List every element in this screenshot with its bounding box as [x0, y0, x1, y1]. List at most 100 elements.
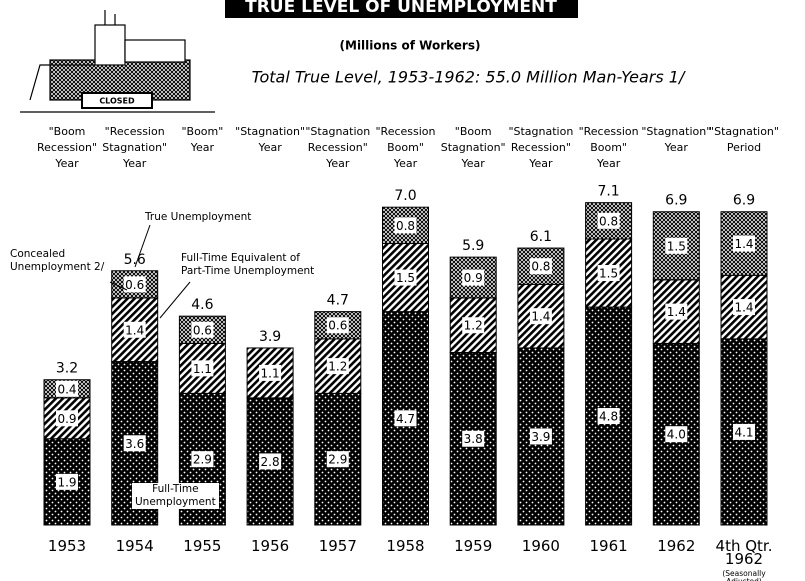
value-label: 1.1 — [261, 366, 280, 380]
x-tick-label: 1955 — [183, 537, 222, 555]
value-label-box — [597, 265, 620, 282]
value-label: 2.9 — [328, 453, 347, 467]
value-label-box — [123, 435, 146, 452]
bar-segment — [517, 347, 565, 526]
value-label-box — [394, 269, 417, 286]
x-tick-label: 1953 — [47, 537, 87, 555]
annotation: True Unemployment — [145, 211, 252, 223]
value-label-box — [191, 360, 214, 377]
bar-description: "Boom Stagnation" Year — [440, 125, 506, 170]
value-label: 1.2 — [464, 319, 483, 333]
value-label: 1.4 — [667, 305, 686, 319]
leader-line — [109, 281, 128, 291]
value-label-box — [191, 321, 214, 338]
value-label: 3.6 — [125, 437, 144, 451]
x-tick-label: 1958 — [386, 537, 425, 555]
value-label: 0.8 — [599, 214, 618, 228]
bar-description: "Recession Stagnation" Year — [102, 125, 168, 170]
value-label-box — [462, 317, 485, 334]
legend-label: Full-Time Unemployment — [132, 483, 219, 509]
x-tick-label: 1957 — [318, 537, 357, 555]
value-label-box — [597, 408, 620, 425]
total-label: 7.1 — [597, 184, 619, 200]
value-label: 1.5 — [667, 239, 686, 253]
value-label-box — [529, 308, 552, 325]
value-label: 1.4 — [734, 237, 753, 251]
value-label: 2.8 — [261, 455, 280, 469]
value-label-box — [326, 317, 349, 334]
value-label: 4.7 — [396, 412, 415, 426]
x-tick-label: 4th Qtr. 1962 — [715, 537, 773, 568]
value-label: 1.4 — [125, 323, 144, 337]
x-tick-label: 1961 — [589, 537, 628, 555]
subtitle: (Millions of Workers) — [340, 39, 481, 53]
value-label: 0.9 — [464, 271, 483, 285]
value-label-box — [529, 258, 552, 275]
bar-description: "Stagnation" Year — [641, 125, 712, 154]
value-label-box — [665, 426, 688, 443]
value-label: 2.9 — [193, 453, 212, 467]
value-label-box — [56, 410, 78, 427]
bar-description: "Recession Boom" Year — [578, 125, 639, 170]
bar-description: "Stagnation" Year — [235, 125, 306, 154]
leader-line — [159, 281, 191, 319]
value-label-box — [191, 451, 214, 468]
sign-text: CLOSED — [99, 97, 135, 106]
bar-description: "Stagnation" Period — [709, 125, 779, 154]
value-label-box — [733, 235, 755, 252]
bar-description: "Recession Boom" Year — [375, 125, 436, 170]
bar-description: "Boom" Year — [181, 125, 224, 154]
value-label: 3.8 — [464, 432, 483, 446]
total-label: 6.1 — [530, 229, 552, 245]
value-label-box — [529, 428, 552, 445]
x-tick-label: 1959 — [454, 537, 493, 555]
value-label: 0.9 — [57, 412, 76, 426]
value-label: 1.4 — [531, 310, 550, 324]
value-label-box — [56, 380, 78, 397]
value-label: 1.4 — [734, 301, 753, 315]
chart-title: TRUE LEVEL OF UNEMPLOYMENT — [245, 0, 557, 17]
value-label: 0.4 — [57, 382, 76, 396]
leader-line — [134, 224, 151, 268]
value-label: 4.8 — [599, 410, 618, 424]
value-label: 0.6 — [328, 319, 347, 333]
legend-label: Full-Time Equivalent of Part-Time Unempl… — [181, 252, 315, 277]
bar-description: "Stagnation Recession" Year — [305, 125, 371, 170]
total-label: 5.9 — [462, 238, 484, 254]
value-label-box — [733, 423, 755, 440]
value-label: 3.9 — [531, 430, 550, 444]
total-label: 3.2 — [56, 361, 78, 377]
value-label: 1.1 — [193, 362, 212, 376]
total-label: 5.6 — [124, 252, 146, 268]
value-label-box — [394, 217, 417, 234]
value-label-box — [394, 410, 417, 427]
value-label: 0.6 — [125, 278, 144, 292]
value-label-box — [259, 453, 282, 470]
total-label: 4.7 — [327, 293, 349, 309]
value-label-box — [123, 276, 146, 293]
value-label-box — [123, 321, 146, 338]
value-label: 0.6 — [193, 323, 212, 337]
summary: Total True Level, 1953-1962: 55.0 Millio… — [252, 68, 686, 87]
x-tick-label: 1962 — [657, 537, 696, 555]
value-label-box — [326, 358, 349, 375]
value-label: 1.9 — [57, 475, 76, 489]
x-tick-label: 1956 — [251, 537, 290, 555]
bar-description: "Stagnation Recession" Year — [508, 125, 574, 170]
value-label-box — [597, 212, 620, 229]
bar-description: "Boom Recession" Year — [36, 125, 98, 170]
value-label-box — [733, 299, 755, 316]
value-label-box — [326, 451, 349, 468]
value-label-box — [462, 269, 485, 286]
total-label: 3.9 — [259, 329, 281, 345]
value-label: 4.1 — [734, 425, 753, 439]
x-tick-label: 1954 — [115, 537, 154, 555]
x-tick-label: 1960 — [521, 537, 560, 555]
total-label: 6.9 — [733, 193, 755, 209]
total-label: 4.6 — [191, 297, 213, 313]
total-label: 6.9 — [665, 193, 687, 209]
bar-segment — [585, 202, 633, 240]
value-label-box — [56, 473, 78, 490]
